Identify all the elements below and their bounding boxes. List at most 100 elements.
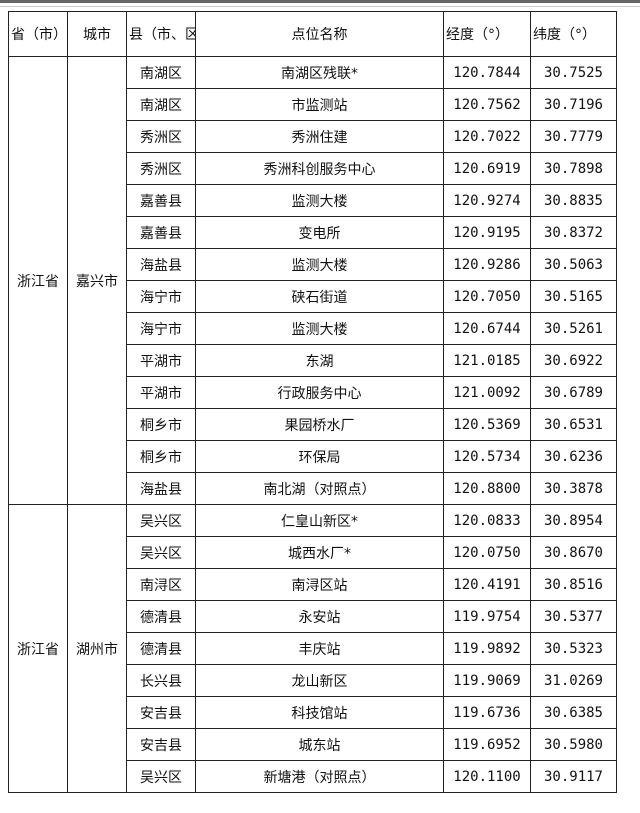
longitude-cell: 119.9754	[443, 600, 531, 633]
table-row: 长兴县 龙山新区 119.9069 31.0269	[9, 664, 617, 697]
monitoring-sites-table: 省（市） 城市 县（市、区） 点位名称 经度（°） 纬度（°） 浙江省嘉兴市南湖…	[8, 11, 617, 793]
city-cell: 湖州市	[67, 504, 127, 793]
site-name-cell: 南浔区站	[195, 568, 444, 601]
latitude-cell: 30.7525	[530, 56, 617, 89]
latitude-cell: 30.5323	[530, 632, 617, 665]
table-row: 浙江省 湖州市 吴兴区 仁皇山新区* 120.0833 30.8954	[8, 504, 617, 793]
header-latitude: 纬度（°）	[530, 11, 617, 57]
table-row: 吴兴区 新塘港（对照点） 120.1100 30.9117	[9, 760, 617, 793]
county-cell: 吴兴区	[126, 504, 196, 537]
header-province: 省（市）	[8, 11, 68, 57]
table-row: 海盐县 南北湖（对照点） 120.8800 30.3878	[9, 472, 617, 505]
table-header-row: 省（市） 城市 县（市、区） 点位名称 经度（°） 纬度（°）	[8, 11, 617, 57]
county-cell: 秀洲区	[126, 120, 196, 153]
county-cell: 德清县	[126, 600, 196, 633]
latitude-cell: 30.7898	[530, 152, 617, 185]
county-cell: 安吉县	[126, 696, 196, 729]
site-name-cell: 丰庆站	[195, 632, 444, 665]
longitude-cell: 119.9892	[443, 632, 531, 665]
site-name-cell: 硖石街道	[195, 280, 444, 313]
longitude-cell: 120.5734	[443, 440, 531, 473]
longitude-cell: 120.9195	[443, 216, 531, 249]
site-name-cell: 城东站	[195, 728, 444, 761]
county-cell: 南湖区	[126, 56, 196, 89]
latitude-cell: 30.6789	[530, 376, 617, 409]
header-county: 县（市、区）	[126, 11, 196, 57]
longitude-cell: 119.6736	[443, 696, 531, 729]
site-name-cell: 监测大楼	[195, 312, 444, 345]
site-name-cell: 城西水厂*	[195, 536, 444, 569]
latitude-cell: 30.5063	[530, 248, 617, 281]
site-name-cell: 秀洲科创服务中心	[195, 152, 444, 185]
county-cell: 桐乡市	[126, 408, 196, 441]
latitude-cell: 30.5165	[530, 280, 617, 313]
table-row: 海盐县 监测大楼 120.9286 30.5063	[9, 248, 617, 281]
site-name-cell: 南湖区残联*	[195, 56, 444, 89]
longitude-cell: 120.4191	[443, 568, 531, 601]
county-cell: 嘉善县	[126, 216, 196, 249]
county-cell: 南湖区	[126, 88, 196, 121]
county-cell: 吴兴区	[126, 760, 196, 793]
site-name-cell: 南北湖（对照点）	[195, 472, 444, 505]
site-name-cell: 永安站	[195, 600, 444, 633]
latitude-cell: 30.8670	[530, 536, 617, 569]
longitude-cell: 120.8800	[443, 472, 531, 505]
longitude-cell: 120.6919	[443, 152, 531, 185]
table-row: 桐乡市 果园桥水厂 120.5369 30.6531	[9, 408, 617, 441]
county-cell: 平湖市	[126, 376, 196, 409]
latitude-cell: 30.6385	[530, 696, 617, 729]
table-row: 海宁市 监测大楼 120.6744 30.5261	[9, 312, 617, 345]
longitude-cell: 120.9286	[443, 248, 531, 281]
table-row: 秀洲区 秀洲住建 120.7022 30.7779	[9, 120, 617, 153]
header-longitude: 经度（°）	[443, 11, 531, 57]
latitude-cell: 30.3878	[530, 472, 617, 505]
latitude-cell: 30.8516	[530, 568, 617, 601]
latitude-cell: 30.6531	[530, 408, 617, 441]
table-row: 秀洲区 秀洲科创服务中心 120.6919 30.7898	[9, 152, 617, 185]
longitude-cell: 120.7022	[443, 120, 531, 153]
window-top-bar	[0, 0, 640, 3]
longitude-cell: 120.5369	[443, 408, 531, 441]
longitude-cell: 120.0750	[443, 536, 531, 569]
longitude-cell: 119.9069	[443, 664, 531, 697]
county-cell: 嘉善县	[126, 184, 196, 217]
county-cell: 秀洲区	[126, 152, 196, 185]
site-name-cell: 监测大楼	[195, 248, 444, 281]
site-name-cell: 市监测站	[195, 88, 444, 121]
county-cell: 南浔区	[126, 568, 196, 601]
longitude-cell: 120.7844	[443, 56, 531, 89]
longitude-cell: 120.9274	[443, 184, 531, 217]
site-name-cell: 环保局	[195, 440, 444, 473]
site-name-cell: 秀洲住建	[195, 120, 444, 153]
longitude-cell: 121.0092	[443, 376, 531, 409]
longitude-cell: 121.0185	[443, 344, 531, 377]
site-name-cell: 监测大楼	[195, 184, 444, 217]
table-row: 安吉县 科技馆站 119.6736 30.6385	[9, 696, 617, 729]
site-name-cell: 龙山新区	[195, 664, 444, 697]
county-cell: 海宁市	[126, 280, 196, 313]
latitude-cell: 31.0269	[530, 664, 617, 697]
latitude-cell: 30.7779	[530, 120, 617, 153]
site-name-cell: 仁皇山新区*	[195, 504, 444, 537]
latitude-cell: 30.7196	[530, 88, 617, 121]
county-cell: 海宁市	[126, 312, 196, 345]
longitude-cell: 119.6952	[443, 728, 531, 761]
latitude-cell: 30.6922	[530, 344, 617, 377]
county-cell: 吴兴区	[126, 536, 196, 569]
longitude-cell: 120.1100	[443, 760, 531, 793]
longitude-cell: 120.6744	[443, 312, 531, 345]
latitude-cell: 30.5377	[530, 600, 617, 633]
county-cell: 平湖市	[126, 344, 196, 377]
latitude-cell: 30.8954	[530, 504, 617, 537]
province-cell: 浙江省	[8, 504, 68, 793]
county-cell: 安吉县	[126, 728, 196, 761]
county-cell: 海盐县	[126, 248, 196, 281]
site-name-cell: 科技馆站	[195, 696, 444, 729]
province-cell: 浙江省	[8, 56, 68, 505]
table-row: 桐乡市 环保局 120.5734 30.6236	[9, 440, 617, 473]
county-cell: 桐乡市	[126, 440, 196, 473]
latitude-cell: 30.9117	[530, 760, 617, 793]
table-row: 嘉善县 监测大楼 120.9274 30.8835	[9, 184, 617, 217]
site-name-cell: 新塘港（对照点）	[195, 760, 444, 793]
header-city: 城市	[67, 11, 127, 57]
